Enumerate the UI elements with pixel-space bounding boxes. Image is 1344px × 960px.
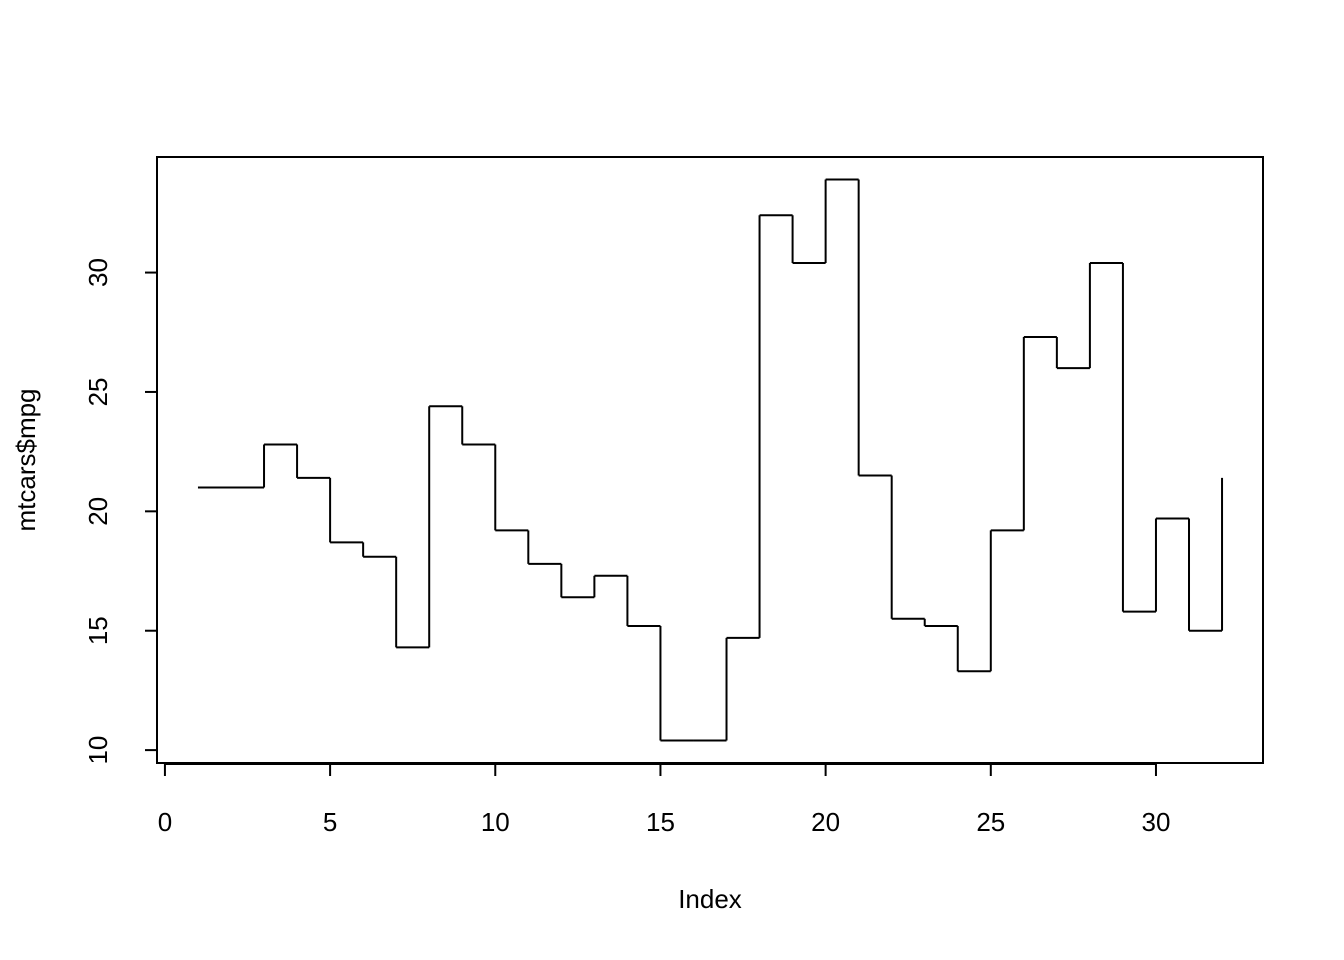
x-tick-label: 30: [1142, 807, 1171, 837]
x-axis-label: Index: [678, 884, 742, 914]
x-tick-label: 10: [481, 807, 510, 837]
x-tick-label: 0: [158, 807, 172, 837]
plot-frame: [156, 156, 1264, 764]
y-tick-label: 25: [83, 377, 113, 406]
x-tick-label: 15: [646, 807, 675, 837]
y-axis-label: mtcars$mpg: [11, 388, 41, 531]
x-tick-label: 20: [811, 807, 840, 837]
y-tick-label: 20: [83, 497, 113, 526]
y-tick-label: 15: [83, 616, 113, 645]
x-tick-label: 25: [976, 807, 1005, 837]
y-tick-label: 30: [83, 258, 113, 287]
x-tick-label: 5: [323, 807, 337, 837]
y-tick-label: 10: [83, 736, 113, 765]
